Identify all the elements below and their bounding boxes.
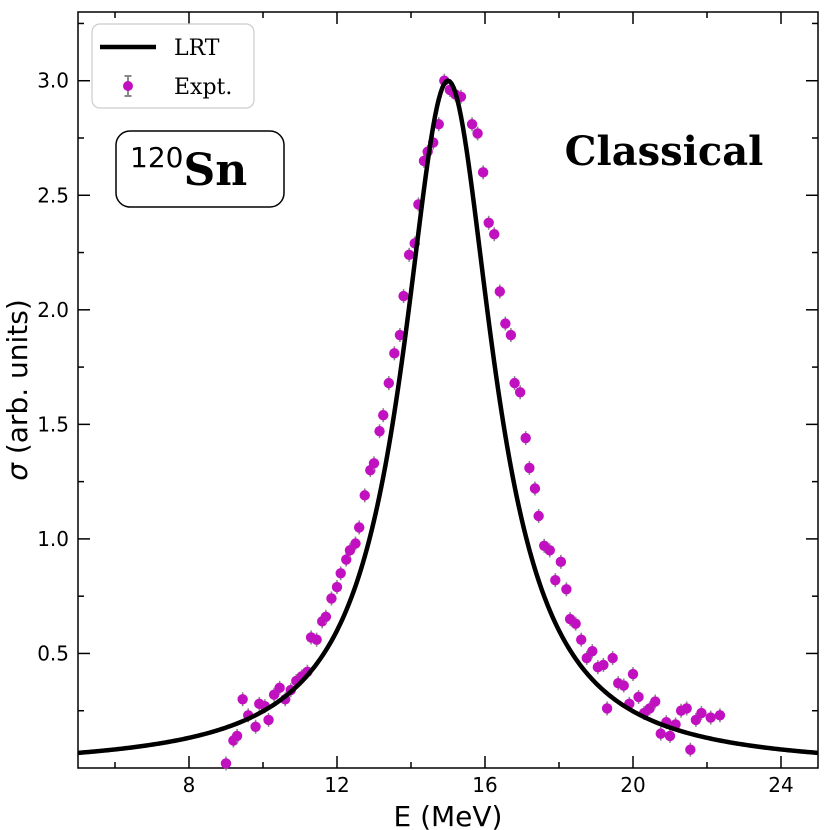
tick-layer: 8 12 16 20 24 0.5 1.0 1.5 2.0 2.5 3.0 <box>37 12 818 797</box>
expt-point <box>664 730 676 742</box>
y-axis-label: σ (arb. units) <box>1 299 34 481</box>
expt-point <box>274 682 285 694</box>
expt-point <box>466 119 478 130</box>
expt-point <box>331 581 343 593</box>
plot-frame <box>77 11 819 769</box>
expt-point <box>220 758 232 769</box>
expt-point <box>714 710 726 721</box>
expt-point <box>494 286 505 297</box>
expt-point <box>472 128 483 139</box>
legend-expt-marker <box>123 81 133 91</box>
isotope-label: 120Sn <box>130 141 247 196</box>
lrt-curve <box>77 78 819 756</box>
expt-point <box>505 329 517 341</box>
expt-point <box>655 728 666 739</box>
y-tick-label: 1.5 <box>37 412 69 436</box>
expt-point <box>483 217 494 228</box>
expt-point <box>477 167 489 178</box>
legend: LRT Expt. <box>91 23 255 109</box>
y-tick-label: 3.0 <box>37 69 69 93</box>
y-tick-label: 1.0 <box>37 527 69 551</box>
expt-point <box>705 712 716 723</box>
legend-expt-label: Expt. <box>174 75 232 100</box>
expt-point <box>509 377 520 389</box>
y-axis-label-symbol: σ <box>1 462 34 481</box>
isotope-annotation: 120Sn <box>115 130 285 208</box>
expt-point <box>394 329 406 341</box>
expt-point <box>231 730 243 742</box>
expt-point <box>350 538 361 549</box>
expt-point <box>341 554 352 565</box>
expt-point <box>368 458 380 469</box>
expt-point <box>627 668 639 680</box>
x-tick-label: 24 <box>768 773 793 797</box>
x-tick-label: 16 <box>472 773 497 797</box>
legend-lrt-label: LRT <box>174 36 220 61</box>
isotope-mass-number: 120 <box>130 141 183 174</box>
expt-point <box>398 290 409 302</box>
series-layer <box>77 73 819 771</box>
expt-point <box>500 318 511 329</box>
expt-point <box>383 377 394 389</box>
expt-point <box>555 556 567 568</box>
expt-point <box>529 483 541 494</box>
expt-point <box>326 593 337 604</box>
y-tick-label: 2.0 <box>37 298 69 322</box>
expt-point <box>570 618 581 629</box>
x-axis-label: E (MeV) <box>394 800 503 830</box>
expt-point <box>389 348 400 359</box>
expt-point <box>489 229 500 240</box>
expt-point <box>311 634 322 645</box>
expt-point <box>403 249 415 261</box>
x-tick-label: 12 <box>324 773 349 797</box>
isotope-symbol: Sn <box>183 145 247 196</box>
expt-point <box>607 652 618 664</box>
expt-point <box>587 645 598 657</box>
expt-point <box>263 714 274 726</box>
isotope-annotation-box <box>115 130 285 208</box>
expt-point <box>250 721 261 732</box>
expt-point <box>561 584 572 595</box>
x-tick-label: 20 <box>620 773 645 797</box>
expt-point <box>320 611 332 622</box>
expt-point <box>354 522 365 533</box>
expt-point <box>696 707 707 719</box>
expt-point <box>237 694 248 705</box>
expt-point <box>359 490 370 501</box>
expt-point <box>681 703 692 714</box>
model-annotation: Classical <box>565 128 764 175</box>
y-tick-label: 2.5 <box>37 183 69 207</box>
expt-point <box>524 462 535 474</box>
expt-point <box>685 744 696 755</box>
expt-point <box>520 432 531 444</box>
y-axis-label-text: (arb. units) <box>1 299 34 463</box>
expt-point <box>550 574 561 586</box>
expt-point <box>378 410 389 421</box>
expt-point <box>533 510 544 522</box>
expt-point <box>618 680 629 691</box>
x-tick-label: 8 <box>183 773 196 797</box>
expt-point <box>335 568 346 579</box>
expt-point <box>374 426 385 437</box>
expt-point <box>514 387 526 398</box>
expt-point <box>544 545 555 556</box>
expt-point <box>576 634 587 645</box>
expt-point <box>601 703 613 714</box>
y-tick-label: 0.5 <box>37 641 69 665</box>
expt-point <box>598 659 609 671</box>
expt-point <box>633 691 644 703</box>
expt-point <box>650 696 661 707</box>
